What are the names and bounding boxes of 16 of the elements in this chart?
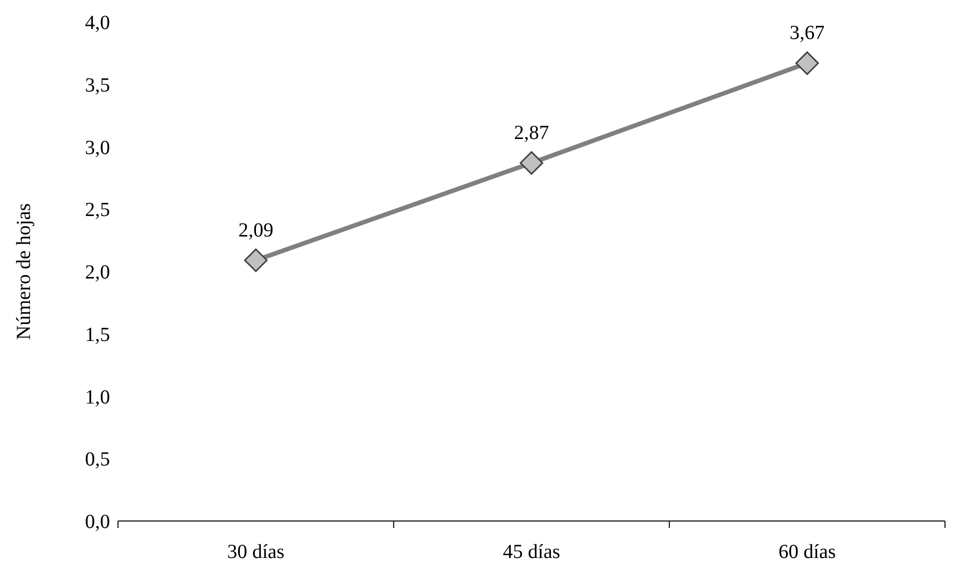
x-tick-label: 60 días [778,541,836,563]
data-label: 2,09 [238,219,274,242]
y-tick-label: 0,5 [85,448,110,471]
y-axis-title: Número de hojas [13,202,35,340]
y-tick-label: 3,0 [85,136,110,159]
data-label: 3,67 [790,22,825,44]
y-tick-label: 0,0 [85,511,110,533]
y-tick-label: 4,0 [85,12,110,34]
y-tick-label: 3,5 [85,74,110,96]
y-tick-label: 1,5 [85,324,110,346]
y-tick-label: 2,5 [85,199,110,222]
y-tick-label: 1,0 [85,386,110,408]
x-tick-label: 30 días [227,541,285,563]
x-tick-label: 45 días [502,541,560,563]
data-label: 2,87 [514,122,549,144]
y-tick-label: 2,0 [85,262,110,284]
